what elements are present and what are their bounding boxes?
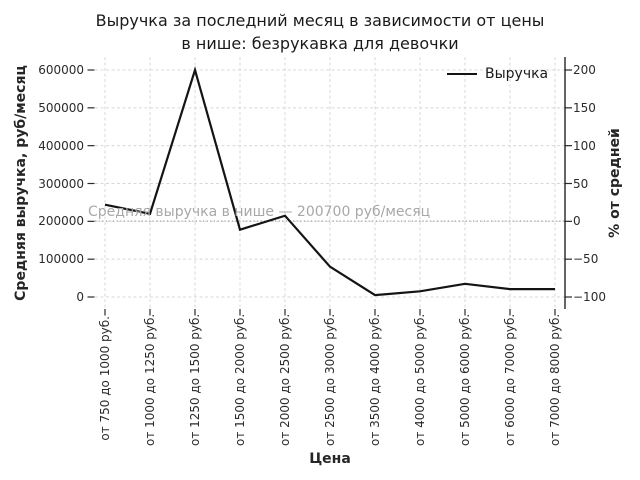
chart-title: Выручка за последний месяц в зависимости…: [0, 9, 640, 55]
revenue-series-line: [104, 66, 555, 297]
average-line-label: Средняя выручка в нише — 200700 руб/меся…: [88, 204, 431, 220]
x-axis-label: Цена: [309, 451, 351, 467]
legend: Выручка: [447, 66, 548, 82]
legend-line-sample: [447, 73, 477, 75]
y-axis-label-right: % от средней: [607, 128, 623, 238]
chart-title-line1: Выручка за последний месяц в зависимости…: [95, 11, 545, 30]
y-axis-label-left: Средняя выручка, руб/месяц: [13, 65, 29, 301]
legend-entry-label: Выручка: [485, 66, 549, 82]
chart-title-line2: в нише: безрукавка для девочки: [181, 34, 459, 53]
